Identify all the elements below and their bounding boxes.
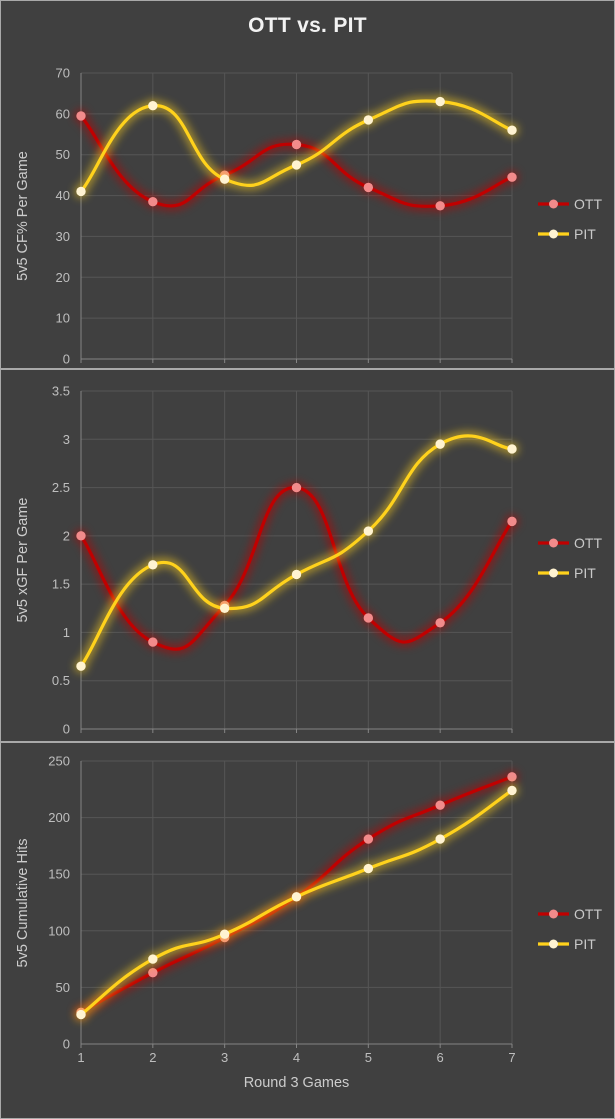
legend-ott-marker xyxy=(549,909,558,919)
pit-marker xyxy=(291,160,302,170)
pit-marker xyxy=(291,569,302,580)
y-tick-label: 40 xyxy=(56,188,70,203)
chart-title: OTT vs. PIT xyxy=(248,14,367,37)
y-tick-label: 250 xyxy=(48,754,70,769)
pit-marker xyxy=(507,125,517,135)
y-tick-label: 1.5 xyxy=(52,577,70,592)
y-tick-label: 60 xyxy=(56,106,70,121)
y-tick-label: 200 xyxy=(48,810,70,825)
y-tick-label: 0 xyxy=(63,352,70,367)
pit-marker xyxy=(363,526,374,536)
y-tick-label: 150 xyxy=(48,867,70,882)
ott-marker xyxy=(507,172,517,182)
chart-panel-cumulative-hits: 5v5 Cumulative Hits 0 50 100 150 200 250 1 2 3 4 5… xyxy=(0,742,615,1119)
chart-panel-xgf: 5v5 xGF Per Game 0 0.5 1 1.5 2 2.5 3 3.5 OTT PIT xyxy=(0,369,615,742)
x-tick-label: 6 xyxy=(437,1050,444,1065)
pit-marker xyxy=(435,834,445,844)
y-axis-title-xgf: 5v5 xGF Per Game xyxy=(15,497,31,623)
pit-marker xyxy=(291,892,302,902)
y-tick-label: 50 xyxy=(56,980,70,995)
x-tick-label: 2 xyxy=(149,1050,156,1065)
cf-percent-chart: 0 10 20 30 40 50 60 70 OTT PIT xyxy=(56,66,603,367)
legend-pit-marker xyxy=(549,229,558,239)
x-axis-title: Round 3 Games xyxy=(243,1075,350,1091)
x-tick-label: 7 xyxy=(508,1050,515,1065)
pit-marker xyxy=(148,560,158,570)
y-tick-label: 20 xyxy=(56,270,70,285)
pit-marker xyxy=(219,603,230,613)
ott-marker xyxy=(148,197,158,207)
legend-ott-label: OTT xyxy=(574,535,602,551)
pit-marker xyxy=(435,96,445,107)
ott-marker xyxy=(291,139,302,150)
pit-marker xyxy=(219,174,230,184)
x-tick-label: 4 xyxy=(293,1050,300,1065)
y-tick-label: 100 xyxy=(48,923,70,938)
ott-marker xyxy=(148,637,158,647)
pit-marker xyxy=(76,186,86,197)
ott-marker xyxy=(363,834,374,844)
legend-pit-label: PIT xyxy=(574,565,596,581)
pit-marker xyxy=(435,439,445,449)
cumulative-hits-chart: 0 50 100 150 200 250 1 2 3 4 5 6 7 OTT PIT xyxy=(48,754,602,1066)
y-tick-label: 30 xyxy=(56,229,70,244)
x-tick-label: 3 xyxy=(221,1050,228,1065)
pit-marker xyxy=(363,115,374,125)
y-tick-label: 10 xyxy=(56,311,70,326)
ott-marker xyxy=(291,482,302,493)
y-tick-label: 50 xyxy=(56,147,70,162)
y-tick-label: 0 xyxy=(63,1037,70,1052)
pit-marker xyxy=(76,661,86,671)
legend-ott-label: OTT xyxy=(574,196,602,212)
ott-marker xyxy=(507,772,517,782)
x-tick-label: 1 xyxy=(77,1050,84,1065)
legend-pit-label: PIT xyxy=(574,226,596,242)
pit-marker xyxy=(219,929,230,939)
chart-panel-cf-percent: OTT vs. PIT 5v5 CF% Per Game 0 10 20 30 40 50… xyxy=(0,0,615,369)
ott-marker xyxy=(76,531,86,541)
y-tick-label: 0.5 xyxy=(52,673,70,688)
ott-marker xyxy=(435,618,445,628)
ott-marker xyxy=(507,516,517,527)
ott-marker xyxy=(435,800,445,810)
y-tick-label: 3 xyxy=(63,432,70,447)
pit-marker xyxy=(507,785,517,796)
pit-marker xyxy=(76,1009,86,1020)
y-tick-label: 70 xyxy=(56,66,70,81)
pit-marker xyxy=(363,863,374,874)
legend-pit-label: PIT xyxy=(574,936,596,952)
pit-marker xyxy=(148,100,158,111)
ott-marker xyxy=(435,201,445,211)
y-axis-title-cf-percent: 5v5 CF% Per Game xyxy=(15,151,31,281)
y-axis-title-cumulative-hits: 5v5 Cumulative Hits xyxy=(15,838,31,968)
ott-marker xyxy=(76,111,86,121)
y-tick-label: 0 xyxy=(63,722,70,737)
ott-marker xyxy=(148,967,158,978)
ott-marker xyxy=(363,182,374,193)
ott-marker xyxy=(363,613,374,623)
legend-ott-label: OTT xyxy=(574,906,602,922)
y-tick-label: 2 xyxy=(63,528,70,543)
legend-pit-marker xyxy=(549,939,558,949)
y-tick-label: 2.5 xyxy=(52,480,70,495)
xgf-chart: 0 0.5 1 1.5 2 2.5 3 3.5 OTT PIT xyxy=(52,384,603,737)
pit-marker xyxy=(148,954,158,964)
x-tick-label: 5 xyxy=(365,1050,372,1065)
legend-ott-marker xyxy=(549,538,558,548)
legend-ott-marker xyxy=(549,199,558,209)
y-tick-label: 3.5 xyxy=(52,384,70,399)
y-tick-label: 1 xyxy=(63,625,70,640)
legend-pit-marker xyxy=(549,568,558,578)
pit-marker xyxy=(507,444,517,454)
